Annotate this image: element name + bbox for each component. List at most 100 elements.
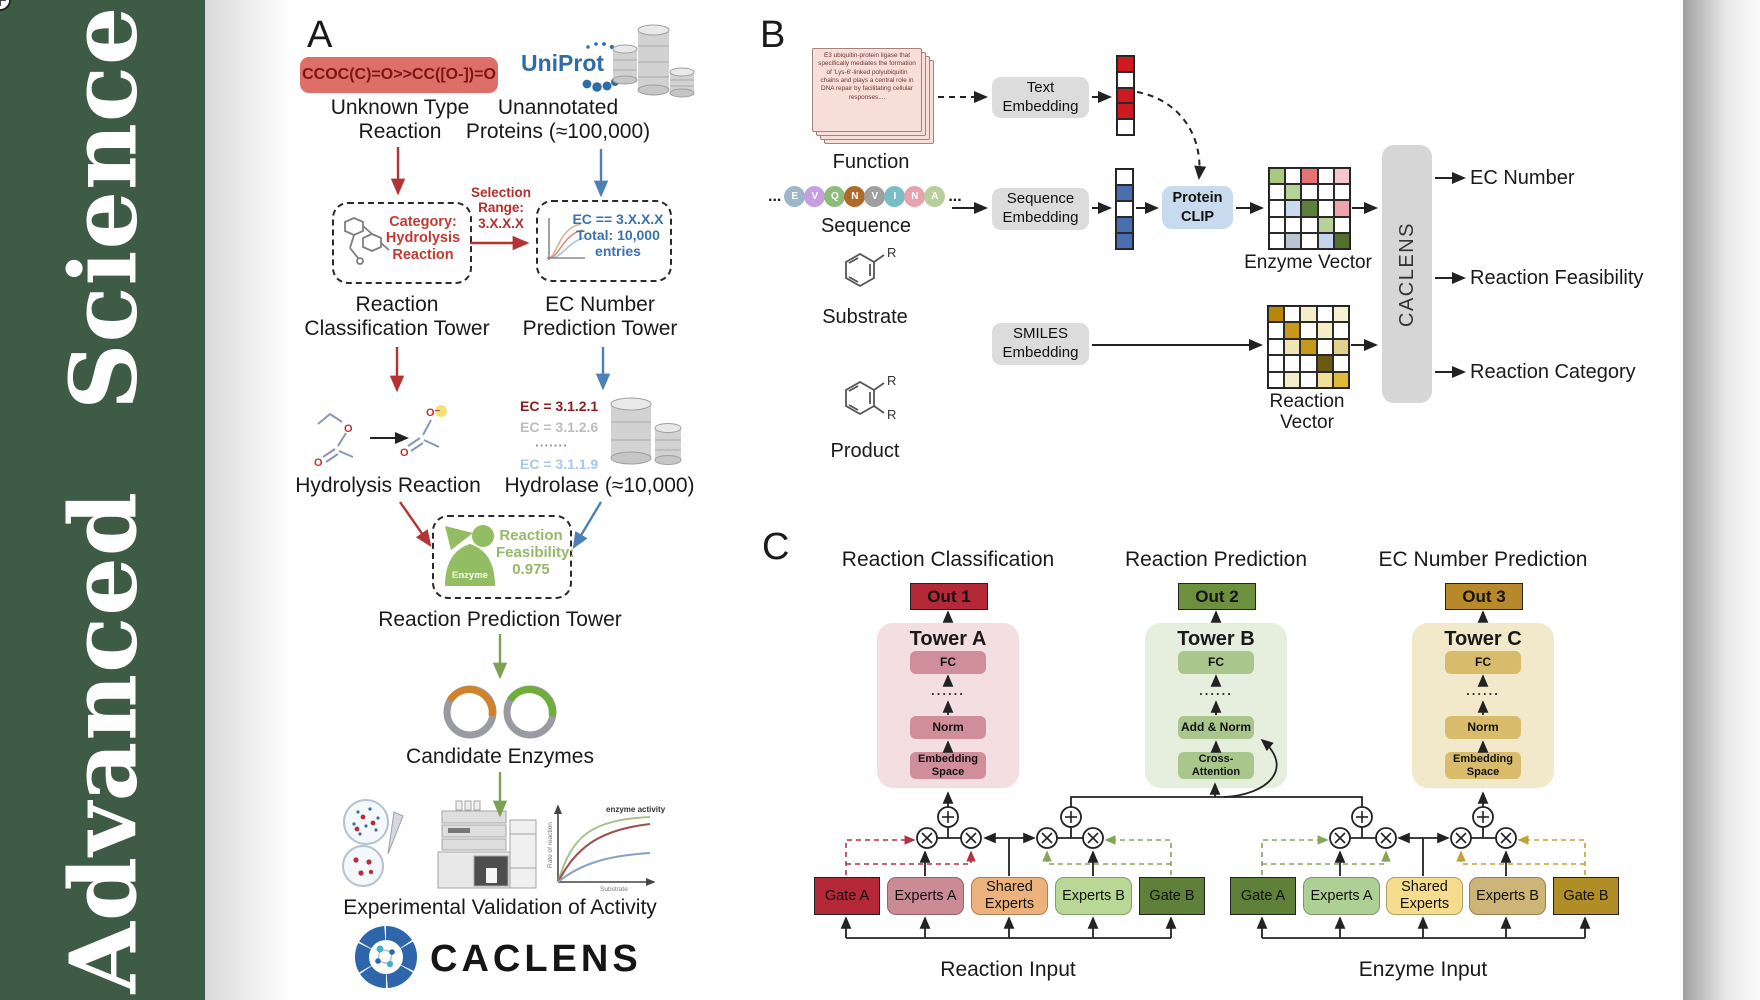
atom-o: O xyxy=(314,457,323,469)
vector-cell xyxy=(1116,185,1133,201)
tower-b-title: Tower B xyxy=(1177,628,1255,650)
journal-name: Advanced Science xyxy=(49,5,157,994)
residue-circle: Q xyxy=(824,186,846,207)
vector-cell xyxy=(1116,217,1133,233)
vector-cell xyxy=(1333,200,1350,217)
vector-cell xyxy=(1317,216,1334,233)
vector-cell xyxy=(1269,168,1286,185)
vector-cell xyxy=(1285,184,1302,201)
add-node xyxy=(937,806,959,828)
reaction-gate-a: Gate A xyxy=(814,877,880,915)
reaction-shared-experts: Shared Experts xyxy=(971,877,1048,915)
product-r-label-2: R xyxy=(887,407,896,422)
tower-c: Tower C FC ...... Norm Embedding Space xyxy=(1412,623,1554,788)
vector-cell xyxy=(1316,371,1333,388)
vector-cell xyxy=(1333,216,1350,233)
residue-circle: N xyxy=(904,186,926,207)
out3-box: Out 3 xyxy=(1445,583,1523,610)
plot-annotation: enzyme activity xyxy=(606,805,666,814)
reaction-experts-a: Experts A xyxy=(887,877,964,915)
vector-cell xyxy=(1300,306,1317,323)
output-reaction-category: Reaction Category xyxy=(1470,361,1636,383)
vector-cell xyxy=(1116,201,1133,217)
residue-circle: V xyxy=(804,186,826,207)
vector-cell xyxy=(1317,168,1334,185)
vector-cell xyxy=(1332,322,1349,339)
vector-cell xyxy=(1300,355,1317,372)
vector-cell xyxy=(1317,232,1334,249)
unannotated-proteins-label: Unannotated Proteins (≈100,000) xyxy=(465,96,651,143)
ec-result-2: EC = 3.1.2.6 xyxy=(520,419,599,435)
function-cards: E3 ubiquitin-protein ligase that specifi… xyxy=(812,48,934,144)
reaction-prediction-tower-label: Reaction Prediction Tower xyxy=(378,608,622,631)
reaction-vector-matrix xyxy=(1267,305,1350,389)
vector-cell xyxy=(1316,306,1333,323)
function-card-text: E3 ubiquitin-protein ligase that specifi… xyxy=(818,52,916,101)
hplc-instrument-icon xyxy=(437,800,537,889)
substrate-r-label: R xyxy=(887,245,896,260)
ec-result-1: EC = 3.1.2.1 xyxy=(520,398,599,414)
gate-routing xyxy=(845,835,1586,875)
tower-a-fc: FC xyxy=(910,651,986,674)
atom-o-minus: O⁻ xyxy=(426,407,441,419)
tower-a: Tower A FC ...... Norm Embedding Space xyxy=(877,623,1019,788)
vector-cell xyxy=(1269,184,1286,201)
tower-c-dots: ...... xyxy=(1466,683,1500,698)
tower-a-title: Tower A xyxy=(909,628,987,650)
vector-cell xyxy=(1332,355,1349,372)
vector-cell xyxy=(1268,371,1285,388)
vector-cell xyxy=(1301,168,1318,185)
protein-database-icon xyxy=(612,24,695,98)
vector-cell xyxy=(1285,216,1302,233)
vector-cell xyxy=(1301,216,1318,233)
ec-result-3: EC = 3.1.1.9 xyxy=(520,456,599,472)
plot-xlabel: Substrate xyxy=(600,886,628,893)
hydrolysis-scheme: O O O⁻ O xyxy=(314,405,447,469)
plasmid-icon xyxy=(443,685,557,739)
vector-cell xyxy=(1268,322,1285,339)
residue-circle: V xyxy=(864,186,886,207)
vector-cell xyxy=(1116,233,1133,249)
enzyme-experts-a: Experts A xyxy=(1303,877,1380,915)
vector-cell xyxy=(1269,216,1286,233)
caclens-bar: CACLENS xyxy=(1382,145,1432,403)
vector-cell xyxy=(1301,200,1318,217)
tower-c-title: Tower C xyxy=(1444,628,1522,650)
reaction-vector-label: Reaction Vector xyxy=(1269,391,1345,434)
tower-a-dots: ...... xyxy=(931,683,965,698)
reaction-classification-tower-label: Reaction Classification Tower xyxy=(304,293,490,340)
vector-cell xyxy=(1284,371,1301,388)
caclens-logo xyxy=(350,921,422,993)
vector-cell xyxy=(1284,355,1301,372)
tower-b-add-norm: Add & Norm xyxy=(1178,716,1254,739)
benzene-product-icon: R R xyxy=(845,373,896,422)
enzyme-gate-a: Gate A xyxy=(1230,877,1296,915)
vector-cell xyxy=(1268,306,1285,323)
caclens-wordmark: CACLENS xyxy=(430,938,642,980)
vector-cell xyxy=(1117,87,1134,104)
vector-cell xyxy=(1284,306,1301,323)
enzyme-badge-label: Enzyme xyxy=(452,570,488,581)
plot-ylabel: Rate of reaction xyxy=(547,822,554,868)
smiles-embedding-box: SMILES Embedding xyxy=(992,323,1089,365)
sequence-label: Sequence xyxy=(820,215,912,237)
tower-b-dots: ...... xyxy=(1199,683,1233,698)
vector-cell xyxy=(1316,338,1333,356)
enzyme-vector-label: Enzyme Vector xyxy=(1244,252,1372,273)
function-label: Function xyxy=(832,151,910,173)
vector-cell xyxy=(1285,168,1302,185)
tower-c-norm: Norm xyxy=(1445,716,1521,739)
hydrolase-label: Hydrolase (≈10,000) xyxy=(504,474,695,497)
title-reaction-prediction: Reaction Prediction xyxy=(1124,548,1308,571)
atom-o: O xyxy=(344,423,353,435)
output-ec-number: EC Number xyxy=(1470,167,1575,189)
vector-cell xyxy=(1284,338,1301,356)
vector-cell xyxy=(1269,232,1286,249)
enzyme-experts-b: Experts B xyxy=(1469,877,1546,915)
tower-c-embedding-space: Embedding Space xyxy=(1445,752,1521,779)
experimental-validation-label: Experimental Validation of Activity xyxy=(343,896,657,919)
page-right-edge xyxy=(1683,0,1760,1000)
petri-dish-icon xyxy=(342,799,404,887)
vector-cell xyxy=(1333,184,1350,201)
